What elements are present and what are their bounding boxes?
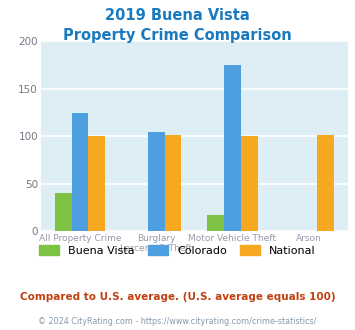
Bar (224, 65, 241, 231)
Text: Property Crime Comparison: Property Crime Comparison (63, 28, 292, 43)
Bar (241, 136, 258, 231)
Bar (72, 114, 88, 231)
Bar (165, 135, 181, 231)
Text: Compared to U.S. average. (U.S. average equals 100): Compared to U.S. average. (U.S. average … (20, 292, 335, 302)
Text: © 2024 CityRating.com - https://www.cityrating.com/crime-statistics/: © 2024 CityRating.com - https://www.city… (38, 317, 317, 326)
Bar (55, 193, 72, 231)
Text: 2019 Buena Vista: 2019 Buena Vista (105, 8, 250, 23)
Bar (207, 215, 224, 231)
Bar (317, 135, 334, 231)
Bar (148, 132, 165, 231)
Bar (88, 136, 105, 231)
Legend: Buena Vista, Colorado, National: Buena Vista, Colorado, National (39, 245, 316, 255)
